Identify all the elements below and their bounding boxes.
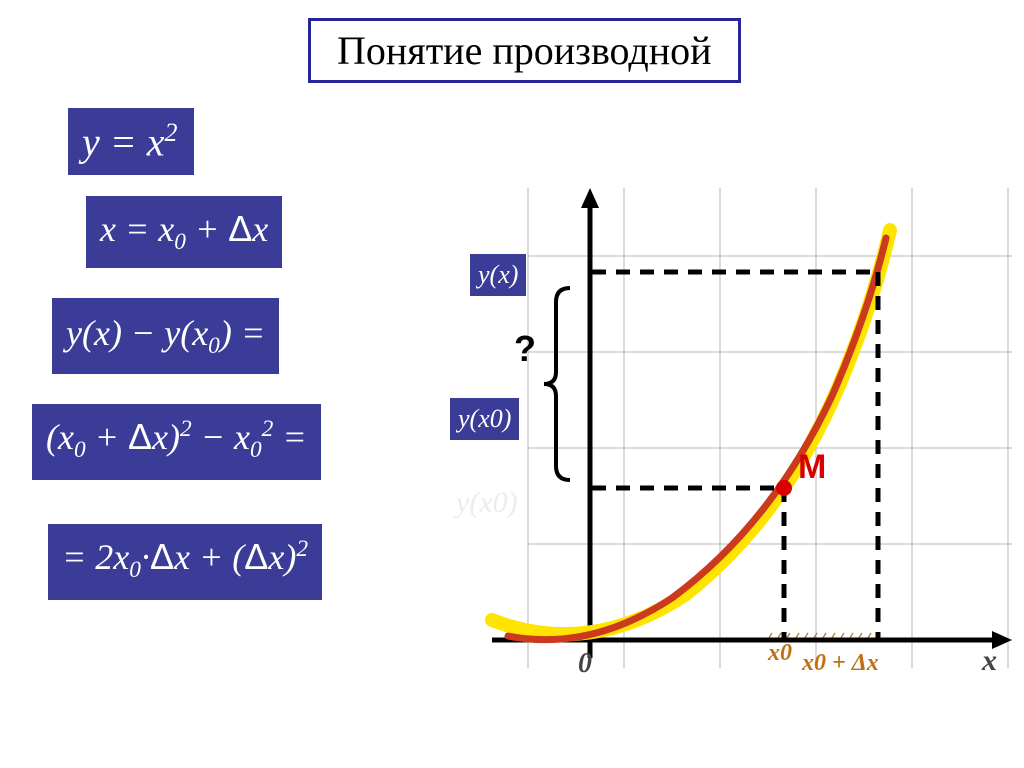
axes: [492, 188, 1012, 658]
formula-5: = 2x0·Δx + (Δx)2: [48, 524, 322, 600]
origin-label: 0: [578, 648, 592, 680]
label-m: М: [798, 448, 826, 487]
graph-svg: [472, 188, 1012, 728]
dashed-guides: [592, 272, 878, 640]
formula-3: y(x) − y(x0) =: [52, 298, 279, 374]
parabola-red: [508, 238, 886, 640]
formula-1: y = x2: [68, 108, 194, 175]
formula-2: x = x0 + Δx: [86, 196, 282, 268]
x0-plus-dx-label: x0 + Δx: [802, 650, 879, 677]
ghost-y-x0: y(x0): [456, 486, 518, 520]
question-mark: ?: [514, 328, 536, 370]
formula-4: (x0 + Δx)2 − x02 =: [32, 404, 321, 480]
grid: [528, 188, 1012, 668]
label-y-of-x0: y(x0): [450, 398, 519, 440]
x0-label: x0: [768, 640, 792, 667]
graph: y(x) y(x0) ? М y(x0) 0 х x0 x0 + Δx: [472, 188, 1012, 728]
x-axis-label: х: [982, 644, 997, 678]
brace: [544, 288, 570, 480]
page-title: Понятие производной: [308, 18, 741, 83]
label-y-of-x: y(x): [470, 254, 526, 296]
parabola-yellow: [492, 230, 890, 634]
point-m: [776, 480, 792, 496]
